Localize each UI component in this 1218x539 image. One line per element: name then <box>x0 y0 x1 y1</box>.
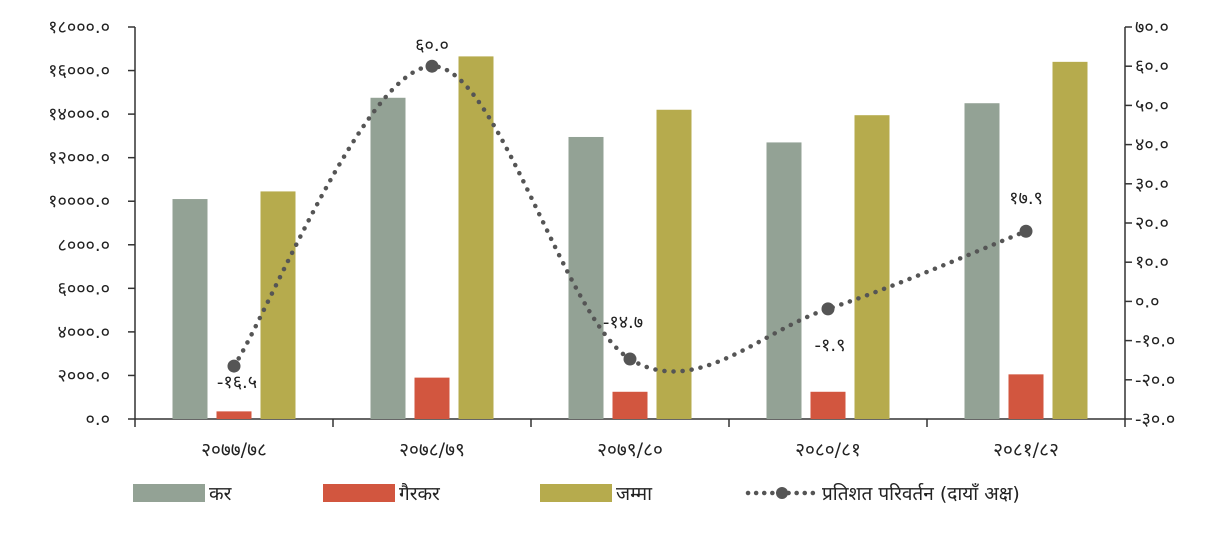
right-tick-label: ०.० <box>1135 291 1159 312</box>
bar-जम्मा <box>458 56 494 420</box>
bar-गैरकर <box>612 391 648 419</box>
line-point <box>1019 224 1033 238</box>
left-tick-label: १२०००.० <box>48 148 110 169</box>
x-category-label: २०८०/८१ <box>795 439 861 461</box>
legend-swatch-कर <box>133 484 205 502</box>
right-tick-label: २०.० <box>1135 213 1169 234</box>
bar-कर <box>568 136 604 419</box>
left-tick-label: १००००.० <box>48 191 110 212</box>
x-category-label: २०७७/७८ <box>201 439 267 461</box>
line-point <box>821 302 835 316</box>
bar-गैरकर <box>216 411 252 419</box>
legend-label-गैरकर: गैरकर <box>399 482 441 505</box>
left-tick-label: ४०००.० <box>57 322 110 343</box>
right-tick-label: ७०.० <box>1135 17 1169 38</box>
bar-गैरकर <box>414 377 450 419</box>
bar-जम्मा <box>260 191 296 419</box>
line-point <box>227 359 241 373</box>
legend-swatch-point <box>776 487 788 499</box>
left-tick-label: ६०००.० <box>57 278 110 299</box>
legend-label-जम्मा: जम्मा <box>616 483 653 505</box>
line-percent-change <box>231 63 1029 374</box>
line-point <box>623 352 637 366</box>
line-data-label: -१.९ <box>815 335 846 356</box>
bar-कर <box>172 199 208 419</box>
x-category-label: २०७९/८० <box>597 439 663 461</box>
left-tick-label: १४०००.० <box>48 104 110 125</box>
right-tick-label: -१०.० <box>1135 331 1175 352</box>
right-tick-label: १०.० <box>1135 252 1169 273</box>
legend-label-line: प्रतिशत परिवर्तन (दायाँ अक्ष) <box>822 482 1020 505</box>
right-tick-label: -३०.० <box>1135 409 1175 430</box>
bar-जम्मा <box>1052 61 1088 419</box>
left-tick-label: ८०००.० <box>57 235 110 256</box>
line-data-label: १७.९ <box>1009 188 1043 209</box>
line-data-label: -१४.७ <box>603 312 643 333</box>
right-tick-label: ५०.० <box>1135 95 1169 116</box>
left-tick-label: ०.० <box>86 409 110 430</box>
bar-जम्मा <box>854 115 890 419</box>
x-category-label: २०७८/७९ <box>399 439 465 461</box>
bar-कर <box>964 103 1000 419</box>
right-tick-label: -२०.० <box>1135 370 1175 391</box>
left-tick-label: १६०००.० <box>48 61 110 82</box>
line-data-label: ६०.० <box>415 35 449 56</box>
left-tick-label: १८०००.० <box>48 17 110 38</box>
bar-जम्मा <box>656 109 692 419</box>
bar-गैरकर <box>810 391 846 419</box>
x-category-label: २०८१/८२ <box>993 439 1059 461</box>
right-tick-label: ३०.० <box>1135 174 1169 195</box>
right-tick-label: ६०.० <box>1135 56 1169 77</box>
line-data-label: -१६.५ <box>217 372 257 393</box>
line-point <box>425 59 439 73</box>
left-tick-label: २०००.० <box>57 365 110 386</box>
legend-swatch-गैरकर <box>323 484 395 502</box>
right-tick-label: ४०.० <box>1135 135 1169 156</box>
bar-कर <box>766 142 802 419</box>
legend-label-कर: कर <box>209 483 233 505</box>
bar-कर <box>370 97 406 420</box>
bar-गैरकर <box>1008 374 1044 419</box>
legend-swatch-जम्मा <box>540 484 612 502</box>
